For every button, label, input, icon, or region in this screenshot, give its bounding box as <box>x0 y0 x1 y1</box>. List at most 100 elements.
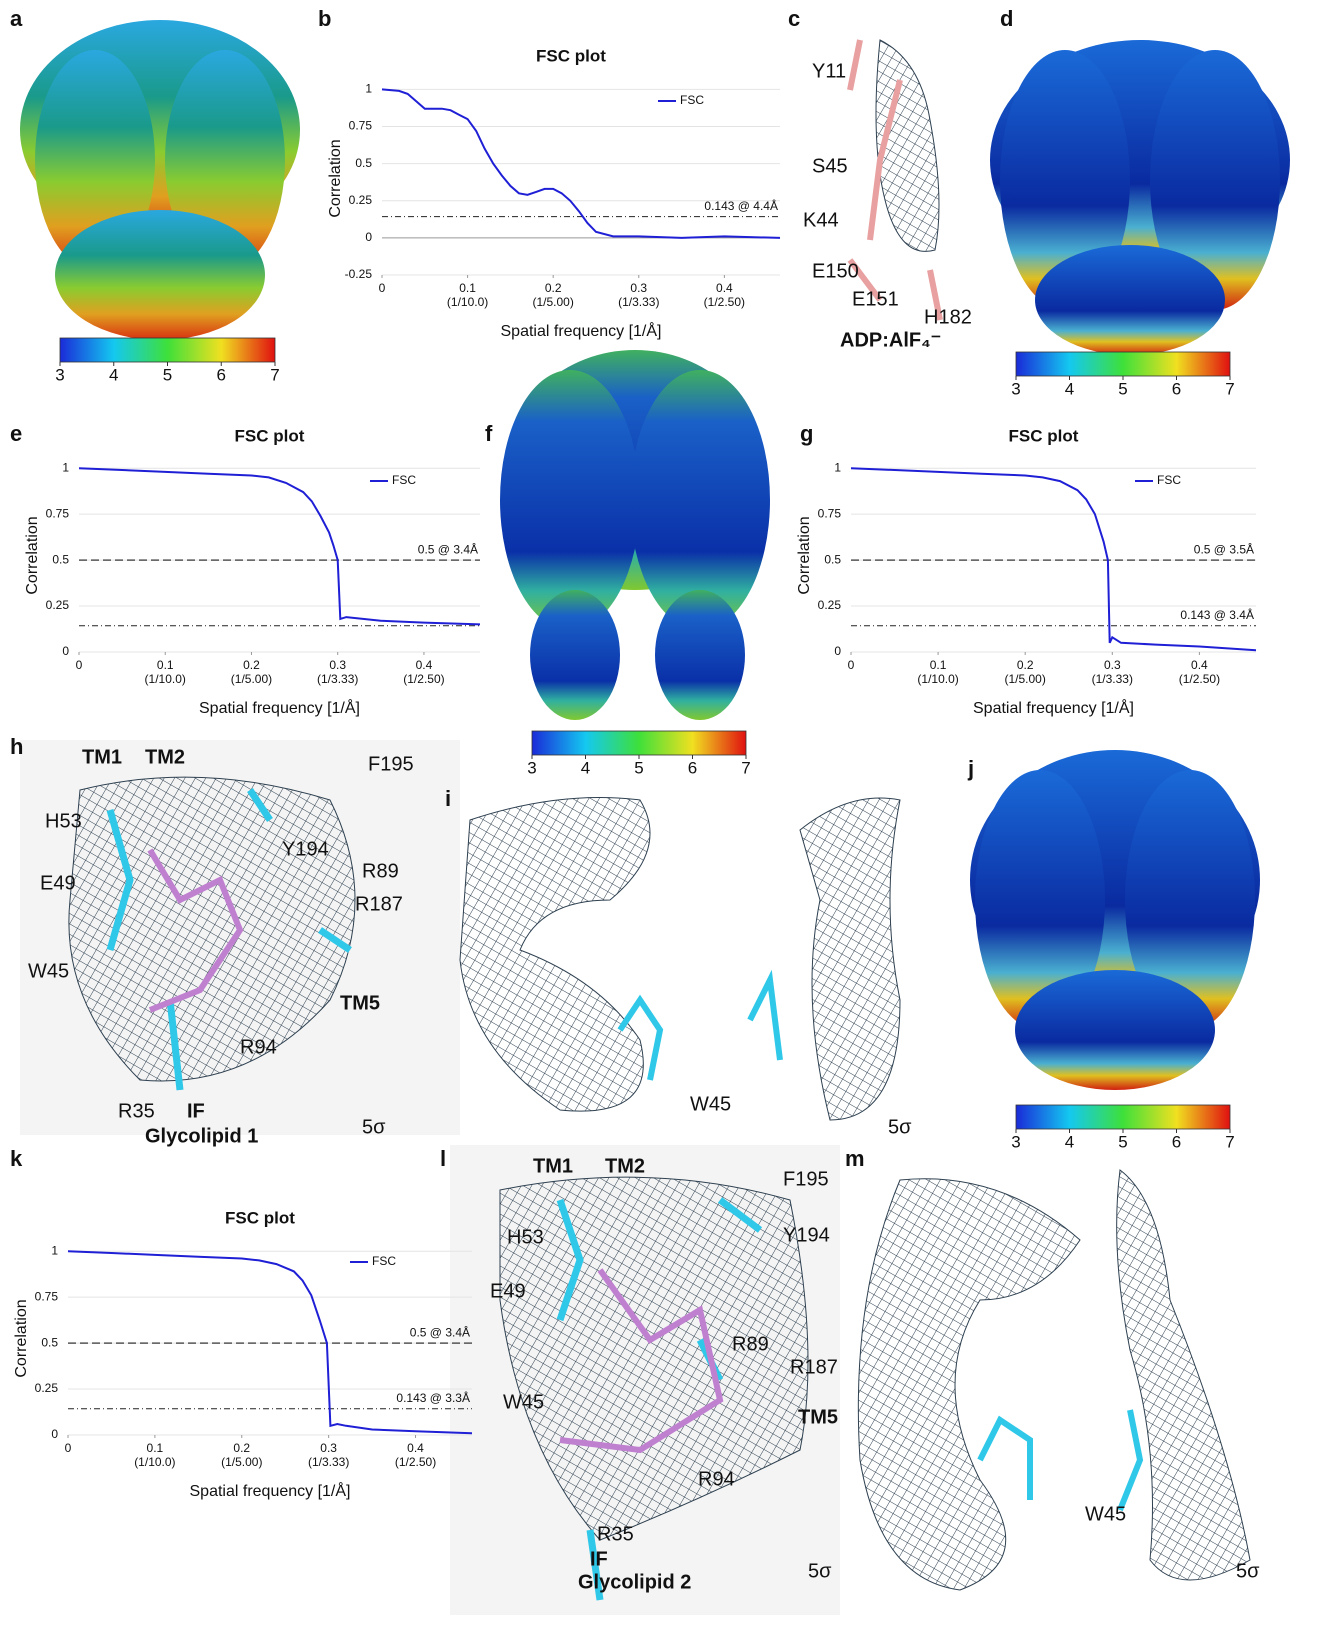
residue-label: IF <box>590 1548 608 1570</box>
colorbar-tick-label: 7 <box>1225 1132 1234 1151</box>
panel-label: a <box>10 6 23 31</box>
residue-label: R187 <box>790 1356 838 1378</box>
colorbar-tick-label: 6 <box>1172 379 1181 398</box>
threshold-label: 0.5 @ 3.4Å <box>418 541 478 556</box>
y-axis-label: Correlation <box>327 139 344 217</box>
residue-label: R94 <box>698 1468 735 1490</box>
residue-label: TM1 <box>82 746 122 768</box>
y-tick-label: 0.5 <box>355 156 372 170</box>
colorbar-tick-label: 6 <box>1172 1132 1181 1151</box>
residue-label: TM5 <box>798 1406 838 1428</box>
x-tick-sublabel: (1/2.50) <box>704 295 745 309</box>
panel-label: i <box>445 786 451 811</box>
x-tick-sublabel: (1/5.00) <box>231 672 272 686</box>
chart-title: FSC plot <box>225 1208 295 1227</box>
y-tick-label: 0.25 <box>35 1381 59 1395</box>
y-tick-label: 0.5 <box>824 552 841 566</box>
x-tick-sublabel: (1/3.33) <box>308 1455 349 1469</box>
residue-label: IF <box>187 1100 205 1122</box>
y-tick-label: 0.75 <box>349 119 373 133</box>
residue-label: 5σ <box>1236 1560 1260 1582</box>
density-map <box>500 350 770 720</box>
colorbar <box>532 731 746 755</box>
colorbar <box>1016 352 1230 376</box>
colorbar-tick-label: 6 <box>217 365 226 384</box>
panel-label: f <box>485 421 493 446</box>
panel-label: m <box>845 1146 865 1171</box>
x-tick-label: 0 <box>379 281 386 295</box>
x-tick-sublabel: (1/5.00) <box>1005 672 1046 686</box>
x-tick-label: 0.3 <box>630 281 647 295</box>
residue-label: S45 <box>812 155 848 177</box>
x-tick-sublabel: (1/3.33) <box>317 672 358 686</box>
residue-label: E150 <box>812 260 859 282</box>
y-axis-label: Correlation <box>13 1299 30 1377</box>
fsc-line <box>68 1251 472 1433</box>
residue-label: ADP:AlF₄⁻ <box>840 329 941 351</box>
y-tick-label: 0 <box>365 230 372 244</box>
x-tick-sublabel: (1/3.33) <box>618 295 659 309</box>
residue-label: H182 <box>924 306 972 328</box>
threshold-label: 0.143 @ 3.3Å <box>396 1390 470 1405</box>
panel-label: j <box>967 756 974 781</box>
y-tick-label: 0.25 <box>349 193 373 207</box>
residue-label: Glycolipid 1 <box>145 1125 258 1147</box>
y-tick-label: 1 <box>62 460 69 474</box>
x-tick-label: 0.2 <box>1017 658 1034 672</box>
y-tick-label: 0.25 <box>46 598 70 612</box>
x-axis-label: Spatial frequency [1/Å] <box>190 1481 351 1500</box>
y-tick-label: 0.25 <box>818 598 842 612</box>
residue-label: E49 <box>40 872 76 894</box>
residue-label: K44 <box>803 209 839 231</box>
panel-label: h <box>10 734 23 759</box>
x-tick-label: 0.3 <box>1104 658 1121 672</box>
y-tick-label: 1 <box>51 1243 58 1257</box>
colorbar-tick-label: 5 <box>1118 1132 1127 1151</box>
panel-label: e <box>10 421 22 446</box>
x-tick-label: 0.2 <box>545 281 562 295</box>
colorbar-tick-label: 5 <box>1118 379 1127 398</box>
x-tick-sublabel: (1/10.0) <box>447 295 488 309</box>
panel-label: k <box>10 1146 23 1171</box>
map-blob <box>1035 245 1225 355</box>
map-blob <box>655 590 745 720</box>
residue-label: Y11 <box>812 60 846 82</box>
colorbar <box>1016 1105 1230 1129</box>
y-tick-label: 0.75 <box>46 506 70 520</box>
map-blob <box>1015 970 1215 1090</box>
figure: abcdefghijklm34567345673456734567Y11S45K… <box>0 0 1324 1625</box>
density-map <box>970 750 1260 1090</box>
colorbar-tick-label: 4 <box>109 365 118 384</box>
fsc-line <box>851 468 1256 650</box>
residue-label: Y194 <box>783 1224 830 1246</box>
x-tick-sublabel: (1/10.0) <box>134 1455 175 1469</box>
residue-label: H53 <box>45 810 82 832</box>
residue-label: 5σ <box>888 1116 912 1138</box>
threshold-label: 0.143 @ 3.4Å <box>1180 607 1254 622</box>
y-axis-label: Correlation <box>24 516 41 594</box>
x-tick-label: 0 <box>848 658 855 672</box>
panel-m-image <box>858 1170 1250 1590</box>
colorbar-tick-label: 7 <box>270 365 279 384</box>
x-tick-label: 0.4 <box>1191 658 1208 672</box>
residue-label: W45 <box>28 960 69 982</box>
residue-label: TM5 <box>340 992 380 1014</box>
chart-title: FSC plot <box>235 426 305 445</box>
x-axis-label: Spatial frequency [1/Å] <box>973 698 1134 717</box>
x-tick-sublabel: (1/10.0) <box>145 672 186 686</box>
x-tick-label: 0.1 <box>459 281 476 295</box>
colorbar-tick-label: 4 <box>1065 379 1074 398</box>
colorbar-tick-label: 4 <box>581 758 590 777</box>
residue-label: Glycolipid 2 <box>578 1571 691 1593</box>
legend-label: FSC <box>680 93 704 107</box>
x-axis-label: Spatial frequency [1/Å] <box>501 321 662 340</box>
residue-label: E49 <box>490 1280 526 1302</box>
residue-label: W45 <box>1085 1503 1126 1525</box>
panel-i-image <box>460 798 900 1121</box>
colorbar-tick-label: 3 <box>55 365 64 384</box>
threshold-label: 0.143 @ 4.4Å <box>704 198 778 213</box>
residue-label: H53 <box>507 1226 544 1248</box>
x-tick-sublabel: (1/5.00) <box>533 295 574 309</box>
residue-label: 5σ <box>808 1560 832 1582</box>
residue-label: R89 <box>362 860 399 882</box>
